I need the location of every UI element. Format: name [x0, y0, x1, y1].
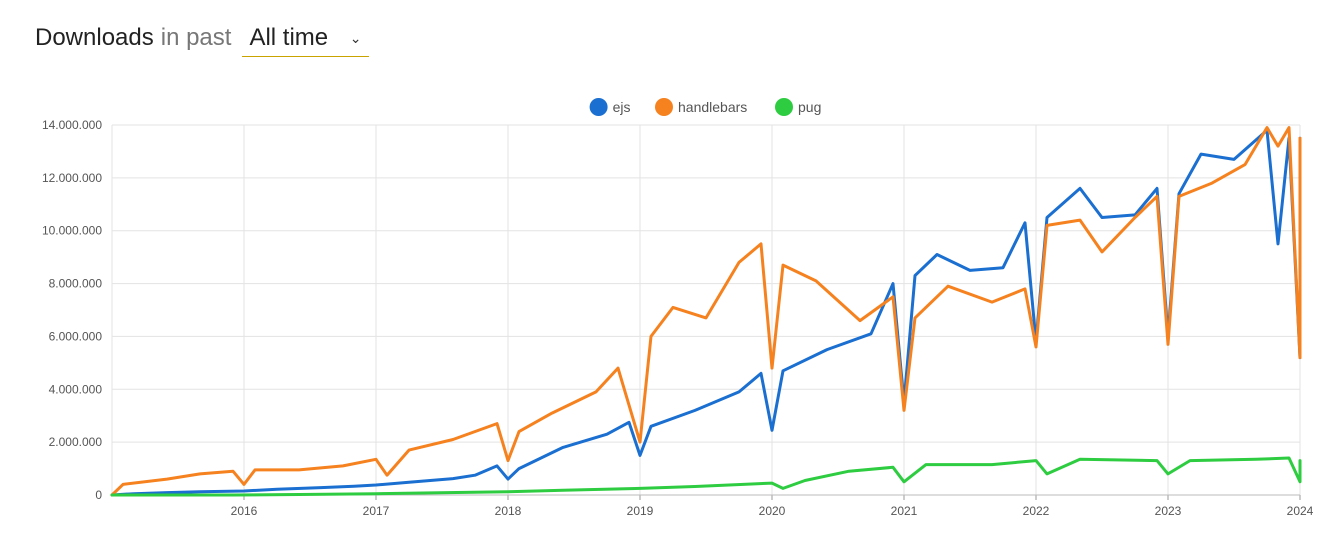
- y-tick-label: 10.000.000: [42, 224, 102, 238]
- time-range-select[interactable]: All time ⌄: [242, 24, 370, 57]
- x-tick-label: 2020: [759, 504, 786, 518]
- legend-item-ejs[interactable]: ejs: [589, 98, 631, 116]
- header-title-strong: Downloads: [35, 24, 154, 51]
- legend-label: handlebars: [678, 99, 747, 115]
- chart-grid: [112, 124, 1301, 496]
- x-tick-label: 2018: [495, 504, 522, 518]
- legend-item-handlebars[interactable]: handlebars: [655, 98, 747, 116]
- x-tick-label: 2019: [627, 504, 654, 518]
- legend-swatch: [655, 98, 673, 116]
- y-tick-label: 12.000.000: [42, 171, 102, 185]
- x-tick-label: 2021: [891, 504, 918, 518]
- header-title-light: in past: [160, 24, 232, 51]
- x-tick-label: 2017: [363, 504, 390, 518]
- downloads-header: Downloads in past All time ⌄: [35, 24, 370, 60]
- y-tick-label: 4.000.000: [49, 382, 103, 396]
- legend-swatch: [775, 98, 793, 116]
- time-range-value: All time: [249, 24, 329, 51]
- x-tick-label: 2024: [1287, 504, 1314, 518]
- chart-legend: ejs handlebars pug: [589, 98, 821, 116]
- y-tick-label: 6.000.000: [49, 329, 103, 343]
- series-line-ejs: [110, 128, 1302, 497]
- series-line-pug: [110, 456, 1302, 497]
- y-tick-label: 14.000.000: [42, 118, 102, 132]
- legend-item-pug[interactable]: pug: [775, 98, 821, 116]
- x-tick-label: 2022: [1023, 504, 1050, 518]
- chevron-down-icon: ⌄: [349, 30, 362, 46]
- x-tick-label: 2016: [231, 504, 258, 518]
- y-tick-label: 0: [95, 488, 102, 502]
- legend-label: ejs: [613, 99, 631, 115]
- legend-label: pug: [798, 99, 821, 115]
- series-line-handlebars: [110, 126, 1302, 497]
- x-tick-label: 2023: [1155, 504, 1182, 518]
- y-tick-label: 2.000.000: [49, 435, 103, 449]
- legend-swatch: [589, 98, 608, 116]
- chart-series-layer: [110, 126, 1302, 497]
- y-tick-label: 8.000.000: [49, 277, 103, 291]
